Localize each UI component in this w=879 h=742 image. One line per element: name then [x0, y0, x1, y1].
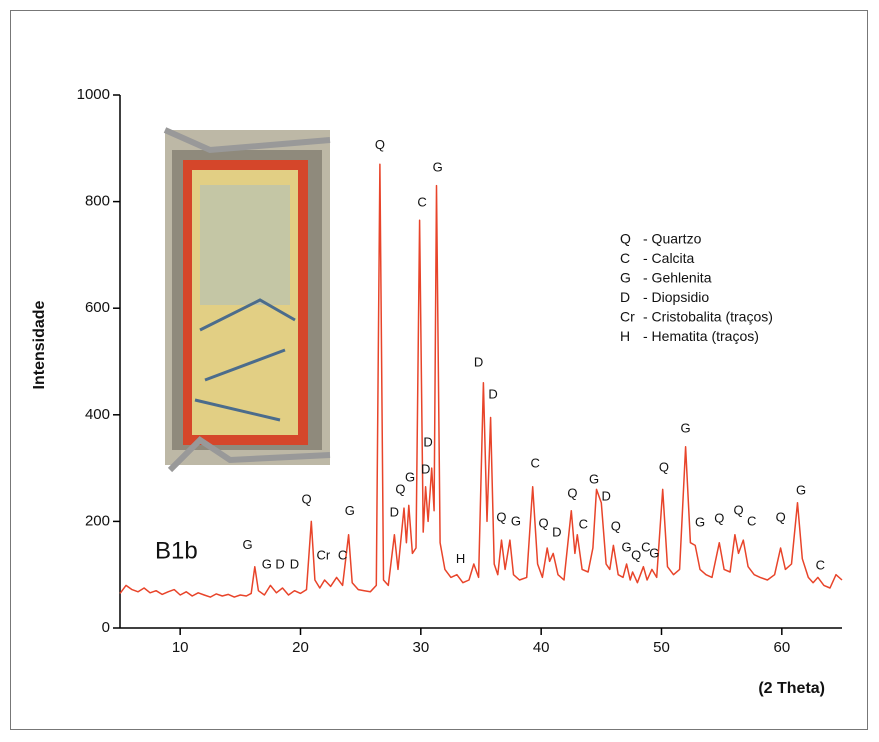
legend-text: - Quartzo — [643, 231, 702, 247]
legend-symbol: D — [620, 289, 630, 305]
y-tick-label: 0 — [102, 619, 110, 636]
frame — [10, 10, 868, 730]
x-tick-label: 10 — [172, 639, 189, 656]
sample-label: B1b — [155, 537, 198, 564]
peak-label: C — [530, 455, 539, 470]
peak-label: G — [345, 503, 355, 518]
peak-label: Q — [395, 481, 405, 496]
peak-label: D — [488, 387, 497, 402]
legend-text: - Gehlenita — [643, 270, 712, 286]
peak-label: G — [433, 159, 443, 174]
x-tick-label: 60 — [773, 639, 790, 656]
legend-text: - Hematita (traços) — [643, 328, 759, 344]
peak-label: D — [423, 434, 432, 449]
peak-label: C — [417, 195, 426, 210]
y-tick-label: 1000 — [77, 86, 110, 103]
xrd-line — [119, 163, 843, 598]
peak-label: G — [796, 482, 806, 497]
peak-label: Q — [714, 511, 724, 526]
peak-label: C — [641, 539, 650, 554]
y-tick-label: 200 — [85, 512, 110, 529]
peak-label: D — [275, 557, 284, 572]
legend-symbol: H — [620, 328, 630, 344]
sample-photo — [163, 127, 331, 473]
peak-label: G — [262, 557, 272, 572]
peak-label: D — [290, 557, 299, 572]
peak-label: H — [456, 551, 465, 566]
peak-label: Cr — [317, 547, 331, 562]
peak-label: Q — [733, 503, 743, 518]
x-tick-label: 20 — [292, 639, 309, 656]
legend-text: - Calcita — [643, 250, 695, 266]
legend-symbol: Q — [620, 231, 631, 247]
x-tick-label: 40 — [533, 639, 550, 656]
legend-symbol: G — [620, 270, 631, 286]
x-tick-label: 30 — [412, 639, 429, 656]
peak-label: G — [622, 539, 632, 554]
peak-label: Q — [375, 137, 385, 152]
peak-label: D — [552, 525, 561, 540]
peak-label: Q — [611, 519, 621, 534]
y-tick-label: 800 — [85, 193, 110, 210]
y-tick-label: 400 — [85, 406, 110, 423]
peak-label: C — [816, 558, 825, 573]
peak-label: Q — [776, 510, 786, 525]
peak-label: C — [747, 513, 756, 528]
peak-label: G — [695, 514, 705, 529]
peak-label: D — [421, 462, 430, 477]
y-tick-label: 600 — [85, 299, 110, 316]
peak-label: G — [589, 471, 599, 486]
peak-label: Q — [567, 486, 577, 501]
peak-label: D — [601, 488, 610, 503]
y-axis-label: Intensidade — [31, 300, 48, 389]
legend-symbol: Cr — [620, 309, 635, 325]
peak-label: G — [242, 537, 252, 552]
x-axis-label: (2 Theta) — [758, 680, 825, 697]
peak-label: G — [681, 421, 691, 436]
peak-label: C — [579, 517, 588, 532]
peak-label: Q — [631, 547, 641, 562]
peak-label: D — [474, 355, 483, 370]
peak-label: G — [511, 513, 521, 528]
x-tick-label: 50 — [653, 639, 670, 656]
peak-label: D — [390, 504, 399, 519]
peak-label: Q — [539, 516, 549, 531]
peak-label: Q — [496, 510, 506, 525]
legend-symbol: C — [620, 250, 630, 266]
legend-text: - Diopsidio — [643, 289, 709, 305]
peak-label: G — [405, 470, 415, 485]
peak-label: Q — [659, 460, 669, 475]
peak-label: C — [338, 547, 347, 562]
peak-label: Q — [301, 492, 311, 507]
legend-text: - Cristobalita (traços) — [643, 309, 773, 325]
peak-label: G — [649, 545, 659, 560]
